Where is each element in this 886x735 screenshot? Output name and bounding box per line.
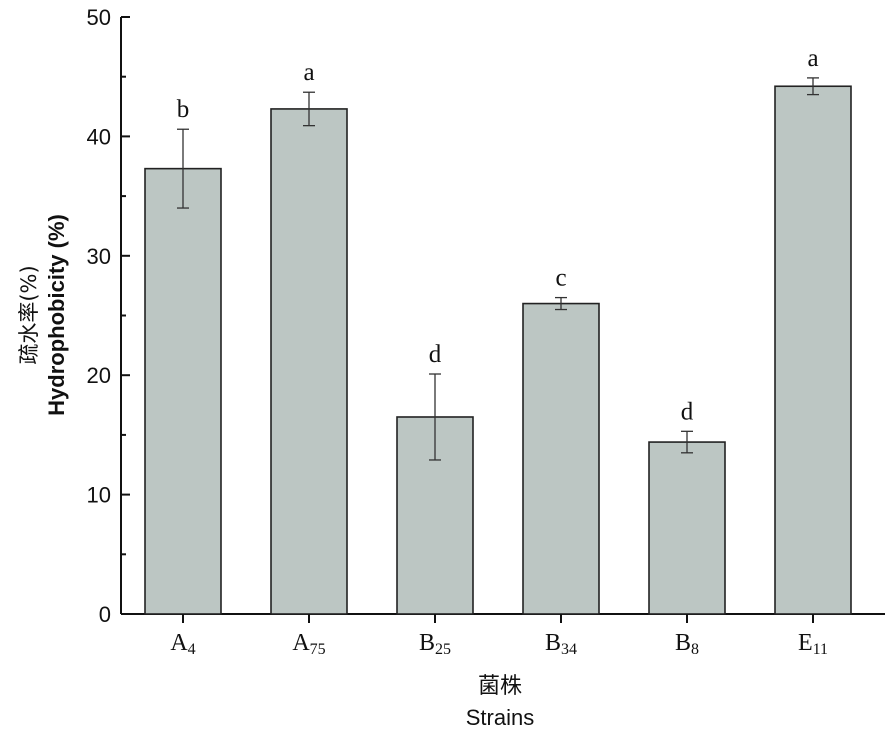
significance-letter: a [807,45,818,72]
significance-letter: c [555,265,566,292]
x-tick-label-sub: 25 [435,641,451,658]
bar [774,85,852,615]
y-tick-label: 30 [87,244,111,269]
significance-letter: b [177,96,190,123]
significance-letters: b a d c d a [177,45,819,425]
y-axis-label-cn: 疏水率(%) [17,265,41,364]
bar [270,108,348,615]
significance-letter: d [429,341,442,368]
x-tick-label-main: B [675,630,691,656]
x-tick-label-main: B [545,630,561,656]
x-tick-label: A75 [292,630,325,658]
significance-letter: d [681,398,694,425]
x-tick-label-sub: 34 [561,641,577,658]
x-tick-label-main: A [170,630,188,656]
bars [144,85,852,615]
x-axis-label-cn: 菌株 [478,674,522,699]
bar [648,441,726,615]
y-tick-label: 10 [87,483,111,508]
x-tick-label-sub: 8 [691,641,699,658]
bar [144,167,222,615]
x-tick-label: A4 [170,630,195,658]
x-tick-label-main: E [798,630,813,656]
x-tick-label: B8 [675,630,699,658]
bar [522,302,600,615]
significance-letter: a [303,59,314,86]
x-tick-label-sub: 11 [813,641,828,658]
x-tick-label: B34 [545,630,577,658]
x-ticks: A4 A75 B25 B34 B8 E11 [170,614,828,658]
x-tick-label-sub: 75 [310,641,326,658]
error-bars [177,77,819,461]
x-tick-label-sub: 4 [188,641,196,658]
x-tick-label: B25 [419,630,451,658]
y-tick-label: 40 [87,124,111,149]
axes [120,17,885,615]
y-axis-label: Hydrophobicity (%) [44,214,69,416]
y-tick-label: 50 [87,5,111,30]
x-axis-label: Strains [466,705,534,730]
x-tick-label-main: A [292,630,310,656]
y-ticks: 0 10 20 30 40 50 [87,5,130,627]
y-tick-label: 20 [87,363,111,388]
y-tick-label: 0 [99,602,111,627]
x-tick-label-main: B [419,630,435,656]
x-tick-label: E11 [798,630,828,658]
